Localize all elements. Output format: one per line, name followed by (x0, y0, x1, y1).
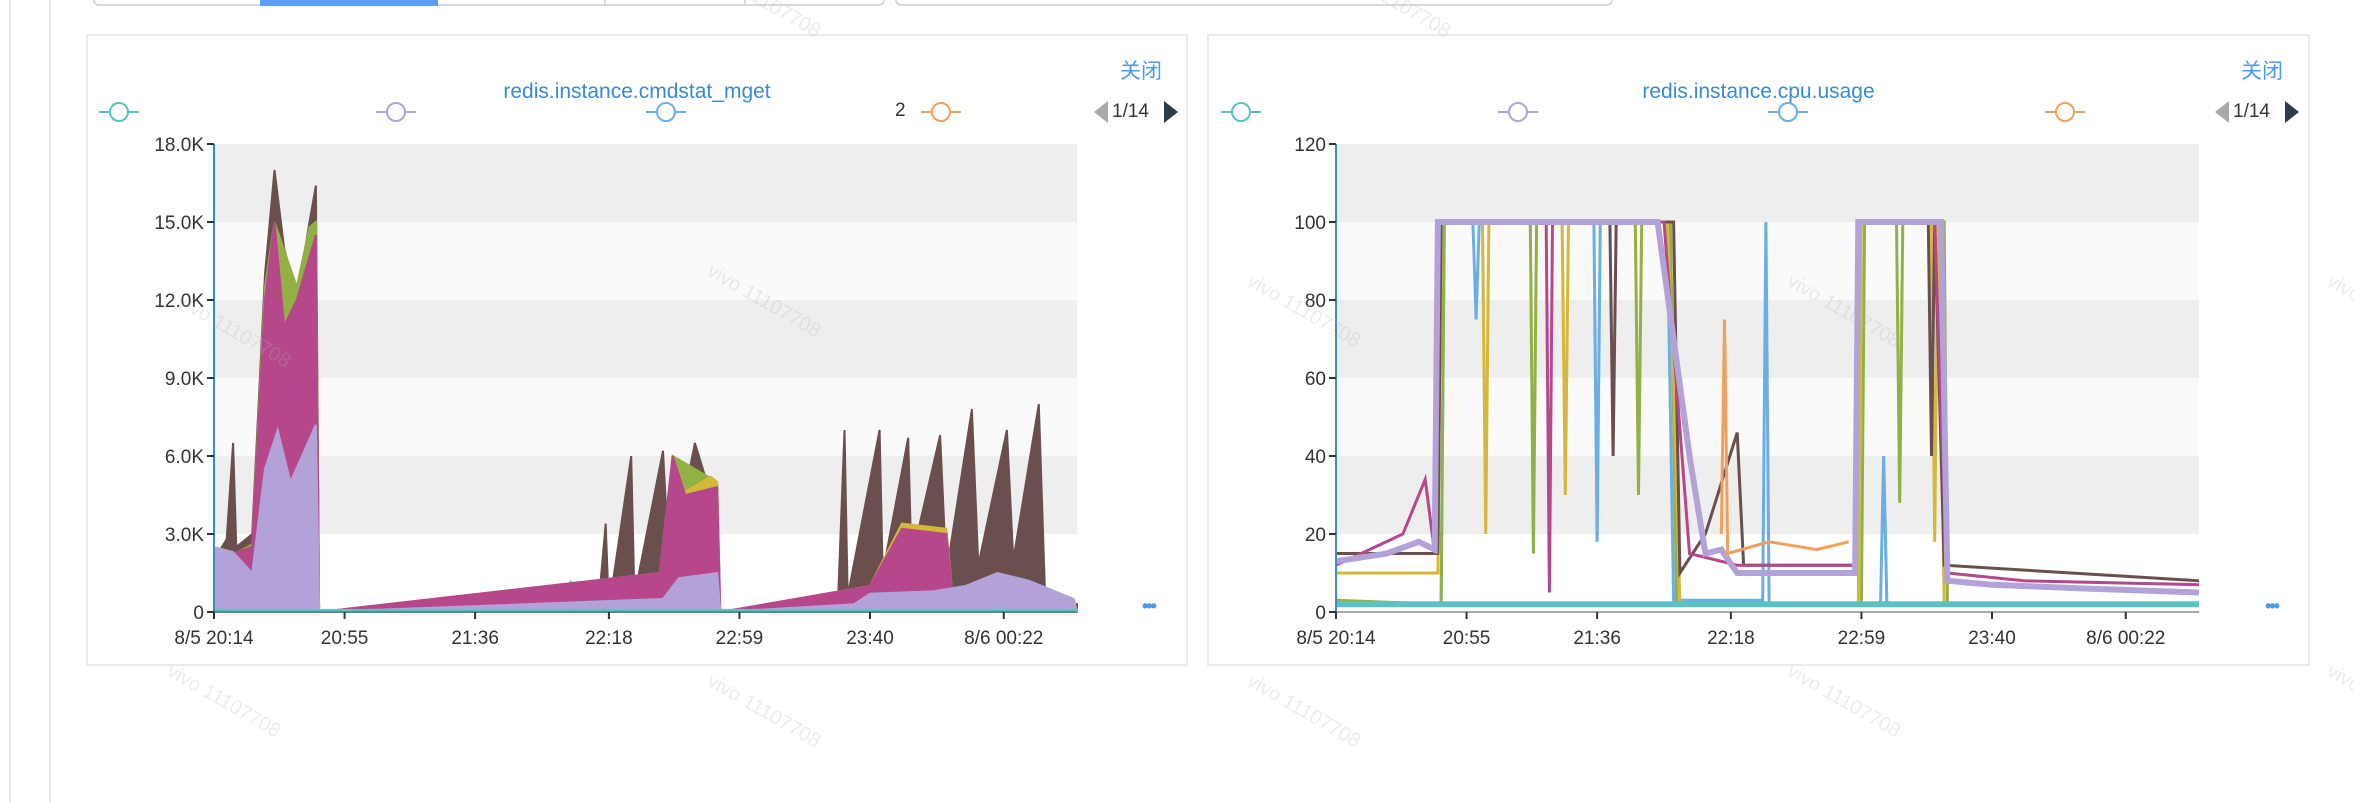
y-tick-label: 6.0K (165, 447, 204, 468)
y-tick-label: 15.0K (154, 213, 204, 234)
grid-band (214, 144, 1077, 222)
legend-circle-icon (1231, 102, 1251, 122)
y-tick-label: 60 (1305, 369, 1326, 390)
chart-title: redis.instance.cpu.usage (1642, 80, 1875, 103)
legend-label-fragment: 2 (895, 100, 906, 121)
y-tick-label: 12.0K (154, 291, 204, 312)
chart-panel-mget: redis.instance.cmdstat_mget (86, 34, 1188, 666)
x-tick-label: 23:40 (1968, 628, 2016, 649)
chart-panel-cpu: redis.instance.cpu.usage (1207, 34, 2310, 666)
x-tick-label: 22:18 (585, 628, 633, 649)
content-left-border (49, 0, 51, 802)
pager-next-icon[interactable] (2285, 101, 2299, 123)
grid-band (1336, 144, 2199, 222)
y-tick-label: 18.0K (154, 135, 204, 156)
pager-prev-icon[interactable] (1094, 101, 1108, 123)
pager-text: 1/14 (1112, 101, 1149, 122)
chart-title: redis.instance.cmdstat_mget (503, 80, 771, 103)
legend-pager: 1/14 (2215, 99, 2305, 125)
close-button[interactable]: 关闭 (1120, 60, 1162, 83)
x-tick-label: 8/6 00:22 (964, 628, 1043, 649)
legend-circle-icon (1778, 102, 1798, 122)
legend-item[interactable] (1221, 101, 1261, 123)
x-tick-label: 22:59 (716, 628, 764, 649)
x-tick-label: 21:36 (451, 628, 499, 649)
legend-item[interactable] (2045, 101, 2085, 123)
y-tick-label: 3.0K (165, 525, 204, 546)
y-tick-label: 100 (1294, 213, 1326, 234)
x-tick-label: 8/5 20:14 (1296, 628, 1376, 649)
legend-circle-icon (386, 102, 406, 122)
y-tick-label: 20 (1305, 525, 1326, 546)
y-tick-label: 0 (1315, 603, 1326, 624)
grid-band (214, 222, 1077, 300)
x-tick-label: 20:55 (1443, 628, 1491, 649)
x-tick-label: 23:40 (846, 628, 894, 649)
segment-divider (744, 0, 746, 6)
segment-active[interactable] (260, 0, 438, 6)
y-tick-label: 9.0K (165, 369, 204, 390)
x-tick-label: 20:55 (321, 628, 369, 649)
ellipsis-icon[interactable]: ••• (1142, 596, 1157, 616)
x-tick-label: 22:59 (1838, 628, 1886, 649)
grid-band (214, 378, 1077, 456)
segmented-control[interactable] (93, 0, 885, 6)
legend-item[interactable] (1768, 101, 1808, 123)
pager-text: 1/14 (2233, 101, 2270, 122)
legend-circle-icon (656, 102, 676, 122)
x-tick-label: 22:18 (1707, 628, 1755, 649)
y-tick-label: 80 (1305, 291, 1326, 312)
y-tick-label: 0 (193, 603, 204, 624)
ellipsis-icon[interactable]: ••• (2265, 596, 2280, 616)
close-button[interactable]: 关闭 (2241, 60, 2283, 83)
pager-prev-icon[interactable] (2215, 101, 2229, 123)
top-input-box[interactable] (895, 0, 1613, 6)
legend-circle-icon (2055, 102, 2075, 122)
legend-item[interactable] (646, 101, 686, 123)
series-line (1335, 219, 2200, 596)
y-tick-label: 40 (1305, 447, 1326, 468)
legend-pager: 1/14 (1094, 99, 1184, 125)
legend-circle-icon (931, 102, 951, 122)
legend-item[interactable] (921, 101, 961, 123)
x-tick-label: 8/5 20:14 (174, 628, 254, 649)
pager-next-icon[interactable] (1164, 101, 1178, 123)
legend-item[interactable] (1498, 101, 1538, 123)
legend-item[interactable] (99, 101, 139, 123)
series-area (213, 424, 1079, 614)
legend-circle-icon (1508, 102, 1528, 122)
legend-item[interactable] (376, 101, 416, 123)
x-tick-label: 8/6 00:22 (2086, 628, 2165, 649)
x-tick-label: 21:36 (1573, 628, 1621, 649)
y-tick-label: 120 (1294, 135, 1326, 156)
page-left-border (9, 0, 11, 802)
legend-circle-icon (109, 102, 129, 122)
series-line (1719, 319, 1850, 556)
grid-band (214, 300, 1077, 378)
segment-divider (604, 0, 606, 6)
